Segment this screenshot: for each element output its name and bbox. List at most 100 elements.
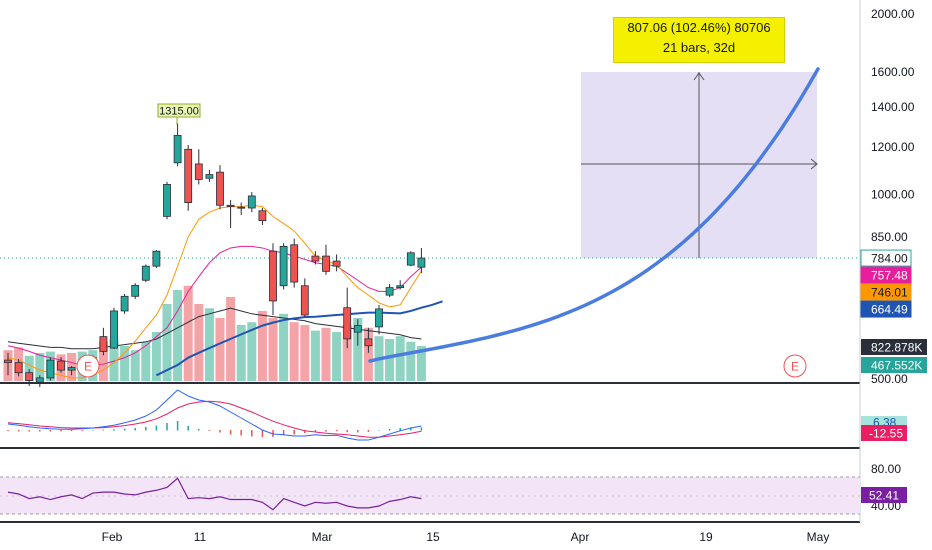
forecast-path <box>368 67 820 363</box>
price-tick: 2000.00 <box>871 7 915 21</box>
candle-up <box>35 375 44 388</box>
rsi-tick-80: 80.00 <box>871 462 901 476</box>
price-tag-bg <box>860 300 912 318</box>
candle-down <box>25 369 34 386</box>
ma-orange-series <box>7 204 422 379</box>
candle-down <box>184 144 193 211</box>
svg-text:E: E <box>84 360 92 374</box>
candle-body <box>364 338 373 347</box>
candle-body <box>396 285 405 289</box>
candle-body <box>226 204 235 208</box>
macd-hist-bar <box>102 429 105 431</box>
macd-hist-bar <box>367 430 370 432</box>
ma-blue-series <box>155 300 443 377</box>
volume-tag-1: 822.878K <box>861 339 927 355</box>
macd-hist-bar <box>60 430 62 432</box>
earnings-marker-1[interactable]: E <box>76 354 100 378</box>
candle-body <box>279 245 288 287</box>
candle-down <box>322 244 330 275</box>
volume-bar <box>236 325 246 381</box>
candle-body <box>322 255 330 272</box>
candle-body <box>311 255 320 262</box>
measure-label-line2: 21 bars, 32d <box>662 40 736 55</box>
price-tag-bg <box>860 249 912 267</box>
candle-body <box>290 244 299 283</box>
candle-body <box>237 206 246 209</box>
candle-body <box>35 377 44 383</box>
macd-hist-bar <box>39 430 41 432</box>
candle-up <box>279 243 288 290</box>
candle-down <box>343 287 352 349</box>
rsi-series <box>7 477 422 511</box>
price-tag-label: 757.48 <box>871 269 908 283</box>
macd-hist-bar <box>28 430 30 432</box>
candle-down <box>99 327 108 356</box>
price-tag: 757.48 <box>860 266 912 284</box>
volume-bar <box>141 341 151 381</box>
time-tick-15: 15 <box>426 530 440 544</box>
candle-up <box>67 366 76 376</box>
macd-hist-bar <box>7 430 9 432</box>
candle-body <box>332 260 341 267</box>
volume-bar <box>310 330 320 381</box>
price-axis[interactable]: 2000.00 1600.00 1400.00 1200.00 1000.00 850.0… <box>871 7 915 244</box>
price-tag-label: 664.49 <box>871 303 908 317</box>
macd-hist-bar <box>304 430 306 434</box>
candle-up <box>375 304 383 335</box>
forecast-curve[interactable] <box>368 67 820 363</box>
candle-down <box>332 254 341 272</box>
volume-bar <box>289 322 299 381</box>
candle-down <box>258 208 267 226</box>
volume-bar <box>173 290 183 381</box>
candle-up <box>163 181 171 220</box>
candle-body <box>417 257 426 268</box>
macd-hist-bar <box>251 430 253 437</box>
candle-body <box>247 195 256 209</box>
macd-hist-bar <box>335 430 338 432</box>
candle-body <box>141 265 150 281</box>
macd-hist-bar <box>123 428 126 431</box>
candle-down <box>4 352 12 376</box>
candle-body <box>300 285 309 316</box>
volume-bar <box>406 341 416 381</box>
macd-hist-bar <box>346 430 348 433</box>
candles <box>4 123 426 388</box>
candle-down <box>216 165 224 210</box>
volume-bar <box>109 339 119 381</box>
price-tick: 1000.00 <box>871 188 915 202</box>
price-tag-label: 784.00 <box>871 252 908 266</box>
volume-bar <box>162 304 172 381</box>
volume-bar <box>385 339 395 381</box>
macd-hist-bar <box>49 430 52 432</box>
candle-up <box>120 294 129 314</box>
time-axis[interactable]: Feb 11 Mar 15 Apr 19 May <box>102 530 830 544</box>
candle-up <box>173 123 182 167</box>
macd-hist-bar <box>198 429 200 431</box>
candle-down <box>290 238 299 288</box>
macd-hist-bar <box>272 430 274 437</box>
earnings-marker-2[interactable]: E <box>783 354 807 378</box>
macd-hist-bar <box>187 426 189 431</box>
macd-hist-bar <box>314 430 317 432</box>
candle-body <box>110 310 118 349</box>
svg-text:52.41: 52.41 <box>869 489 899 503</box>
volume-ma-line <box>7 307 422 350</box>
measure-label: 807.06 (102.46%) 80706 21 bars, 32d <box>613 17 785 63</box>
macd-hist-bar <box>155 425 158 431</box>
measure-label-line1: 807.06 (102.46%) 80706 <box>627 20 771 35</box>
macd-hist-bar <box>17 430 20 432</box>
candle-up <box>141 264 150 283</box>
candle-body <box>184 148 193 203</box>
candle-body <box>353 325 362 333</box>
candle-up <box>396 280 405 290</box>
candle-body <box>57 360 65 371</box>
macd-hist-bar <box>219 430 221 433</box>
volume-bar <box>98 341 108 381</box>
svg-text:1315.00: 1315.00 <box>159 106 199 118</box>
time-tick-mar: Mar <box>312 530 333 544</box>
svg-text:-12.55: -12.55 <box>869 427 903 441</box>
volume-bar <box>395 336 405 381</box>
macd-hist-bar <box>282 430 285 436</box>
price-tag-label: 746.01 <box>871 286 908 300</box>
